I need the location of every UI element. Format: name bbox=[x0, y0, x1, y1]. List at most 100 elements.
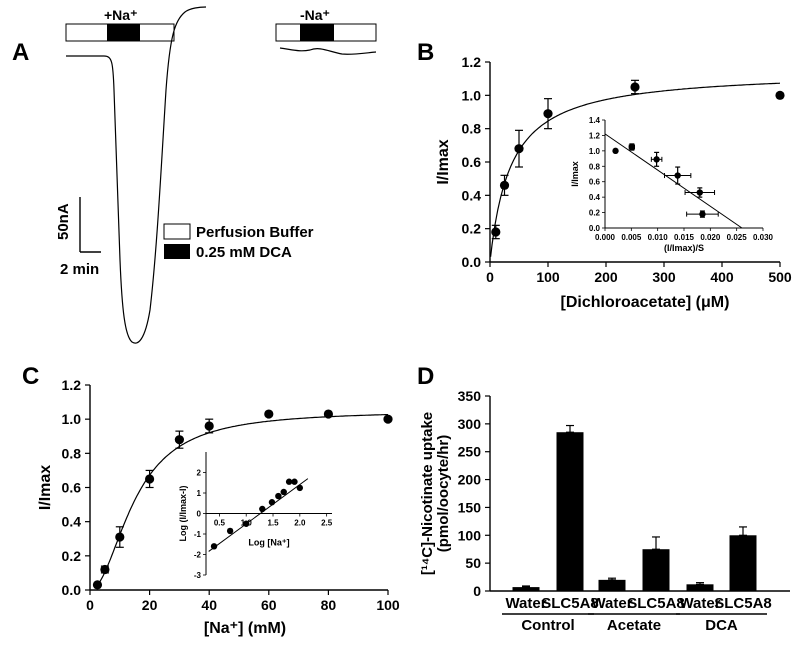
chart-d-y-label-line1: [¹⁴C]-Nicotinate uptake bbox=[419, 412, 436, 575]
inset-c-x-tick-label: 1.5 bbox=[267, 519, 279, 528]
inset-b-y-tick-label: 1.0 bbox=[589, 147, 601, 156]
chart-b-y-label: I/Imax bbox=[435, 139, 452, 184]
inset-c-point bbox=[296, 484, 304, 492]
chart-b-y-tick-label: 0.6 bbox=[462, 154, 482, 170]
scale-time-label: 2 min bbox=[60, 261, 99, 278]
inset-b-point bbox=[612, 147, 619, 155]
inset-c-y-tick-label: -3 bbox=[194, 571, 202, 580]
trace-plus-na bbox=[66, 6, 207, 344]
chart-d-y-tick-label: 250 bbox=[458, 444, 482, 460]
chart-c-y-tick-label: 0.6 bbox=[62, 480, 82, 496]
legend-swatch-buffer bbox=[163, 223, 191, 240]
chart-b-point bbox=[543, 109, 553, 119]
chart-c-point bbox=[174, 435, 184, 445]
chart-c-y-tick-label: 1.0 bbox=[62, 411, 82, 427]
inset-b-point bbox=[696, 189, 703, 196]
chart-d-y-label-line2: (pmol/oocyte/hr) bbox=[435, 435, 452, 553]
chart-c-y-label: I/Imax bbox=[37, 465, 54, 510]
inset-b-y-tick-label: 0.8 bbox=[589, 162, 601, 171]
chart-c-x-tick-label: 20 bbox=[142, 597, 158, 613]
inset-c-x-label: Log [Na⁺] bbox=[248, 538, 289, 548]
chart-d-y-tick-label: 350 bbox=[458, 388, 482, 404]
chart-d-y-tick-label: 200 bbox=[458, 472, 482, 488]
chart-d-bar bbox=[642, 549, 670, 591]
scale-current-label: 50nA bbox=[55, 203, 72, 240]
chart-b-x-tick-label: 300 bbox=[652, 269, 676, 285]
chart-c-point bbox=[145, 474, 155, 484]
inset-b-x-label: (I/Imax)/S bbox=[664, 243, 704, 253]
panel-label-a: A bbox=[12, 39, 29, 66]
panel-a: A +Na⁺ -Na⁺ 50nA 2 min Perfusion Buffer … bbox=[12, 6, 377, 344]
chart-b-y-tick-label: 1.0 bbox=[462, 87, 482, 103]
inset-b-y-label: I/Imax bbox=[570, 161, 580, 187]
chart-c-point bbox=[323, 409, 333, 419]
chart-d-y-tick-label: 50 bbox=[465, 555, 481, 571]
legend-swatch-dca bbox=[164, 244, 190, 259]
chart-b-inset: 0.0 0.2 0.4 0.6 0.8 1.0 1.2 1.4 0.000 0.005 0.010 0… bbox=[570, 116, 774, 253]
chart-c-point bbox=[100, 564, 110, 575]
inset-c-y-tick-label: 2 bbox=[197, 469, 202, 478]
inset-b-point bbox=[674, 172, 681, 179]
chart-b-y-tick-label: 0.8 bbox=[462, 121, 482, 137]
chart-b-x-label: [Dichloroacetate] (μM) bbox=[561, 294, 730, 311]
chart-d-group-label: DCA bbox=[705, 617, 738, 634]
chart-d-bar bbox=[598, 579, 626, 591]
inset-b-x-tick-label: 0.025 bbox=[727, 233, 748, 242]
inset-b-point bbox=[653, 156, 660, 163]
inset-c-point bbox=[259, 505, 266, 513]
inset-c-point bbox=[280, 488, 287, 496]
chart-c-y-tick-label: 0.4 bbox=[62, 514, 82, 530]
inset-b-x-tick-label: 0.030 bbox=[753, 233, 774, 242]
chart-d: 050100150200250300350WaterSLC5A8WaterSLC… bbox=[458, 388, 790, 634]
panel-label-d: D bbox=[417, 363, 434, 390]
trace-minus-na bbox=[279, 47, 377, 55]
chart-c-x-tick-label: 80 bbox=[321, 597, 337, 613]
legend-label-buffer: Perfusion Buffer bbox=[196, 224, 314, 241]
panel-d: D 050100150200250300350WaterSLC5A8WaterS… bbox=[417, 363, 790, 634]
inset-b-y-tick-label: 1.2 bbox=[589, 131, 601, 140]
chart-c-point bbox=[92, 580, 103, 590]
chart-d-group-label: Control bbox=[521, 617, 574, 634]
chart-c-y-tick-label: 0.0 bbox=[62, 582, 82, 598]
inset-b-y-tick-label: 0.4 bbox=[589, 193, 601, 202]
inset-b-x-tick-label: 0.010 bbox=[648, 233, 669, 242]
inset-c-y-label: Log (I/Imax-I) bbox=[178, 485, 188, 541]
inset-c-point bbox=[268, 499, 276, 506]
chart-b-point bbox=[775, 90, 785, 100]
chart-b-y-tick-label: 0.4 bbox=[462, 187, 482, 203]
chart-b-x-tick-label: 100 bbox=[536, 269, 560, 285]
panel-b: B 0.00.20.40.60.81.01.20 100 200 300 400 500 … bbox=[417, 39, 792, 311]
dca-bar-no-na bbox=[300, 24, 334, 41]
inset-c-point bbox=[210, 543, 218, 550]
inset-c-y-tick-label: -2 bbox=[194, 551, 202, 560]
chart-d-category-label: Water bbox=[505, 595, 546, 612]
chart-d-bar bbox=[556, 432, 584, 591]
inset-b-point bbox=[628, 143, 636, 151]
chart-c-x-label: [Na⁺] (mM) bbox=[204, 620, 286, 637]
inset-c-x-tick-label: 0.5 bbox=[214, 519, 226, 528]
chart-b-y-tick-label: 1.2 bbox=[462, 54, 482, 70]
chart-b-fit-curve bbox=[490, 82, 781, 257]
inset-c-point bbox=[226, 527, 234, 535]
inset-b-y-tick-label: 0.2 bbox=[589, 209, 601, 218]
chart-d-category-label: SLC5A8 bbox=[714, 595, 772, 612]
chart-d-category-label: Water bbox=[679, 595, 720, 612]
chart-d-category-label: SLC5A8 bbox=[627, 595, 685, 612]
inset-c-point bbox=[291, 478, 298, 485]
inset-c-x-tick-label: 2.5 bbox=[321, 519, 333, 528]
chart-b-point bbox=[630, 82, 640, 92]
chart-c: 0.00.20.40.60.81.01.20 20 40 60 80 100 bbox=[62, 377, 400, 613]
panel-label-b: B bbox=[417, 39, 434, 66]
chart-d-y-tick-label: 300 bbox=[458, 416, 482, 432]
chart-c-point bbox=[264, 409, 274, 419]
chart-b-y-tick-label: 0.2 bbox=[462, 221, 482, 237]
inset-c-fit-line bbox=[208, 478, 309, 552]
panel-c: C 0.00.20.40.60.81.01.20 20 40 60 80 100 I/Im… bbox=[22, 363, 400, 637]
chart-d-bar bbox=[512, 587, 540, 591]
inset-b-y-tick-label: 1.4 bbox=[589, 116, 601, 125]
chart-d-category-label: Water bbox=[591, 595, 632, 612]
inset-c-point bbox=[275, 492, 282, 500]
inset-b-point bbox=[699, 210, 706, 218]
inset-b-fit-line bbox=[604, 133, 743, 229]
